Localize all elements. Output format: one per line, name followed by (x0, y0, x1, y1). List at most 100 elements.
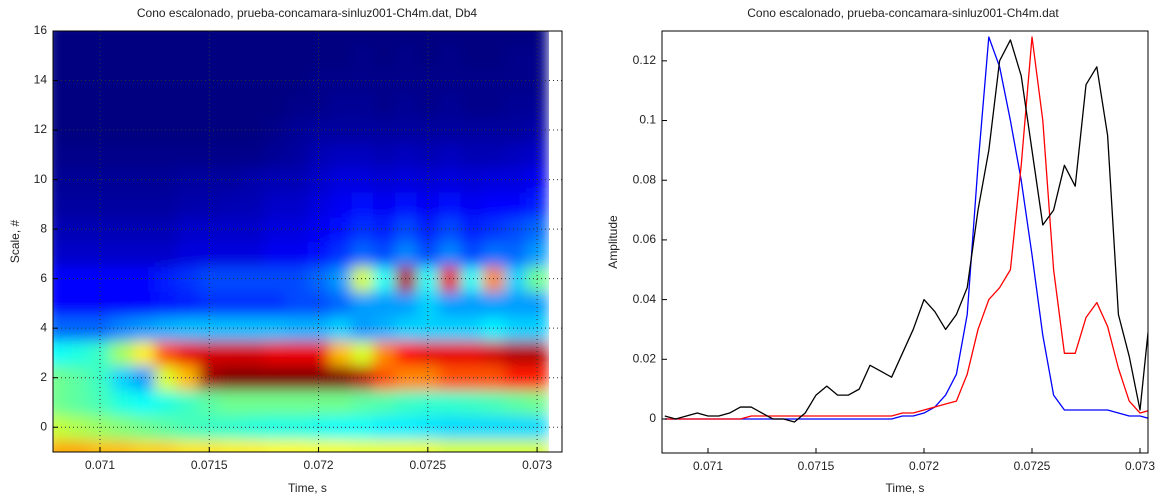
heatmap-cell (53, 68, 68, 94)
heatmap-cell (220, 390, 243, 416)
heatmap-cell (263, 216, 287, 243)
y-tick-label: 6 (40, 271, 47, 285)
heatmap-cell (110, 315, 134, 342)
series-line (664, 36, 1148, 420)
heatmap-cell (351, 43, 374, 69)
heatmap-cell (67, 117, 90, 144)
x-axis-label: Time, s (886, 481, 925, 495)
y-tick-label: 8 (40, 221, 47, 235)
heatmap-cell (329, 31, 352, 44)
heatmap-cell (67, 439, 90, 452)
heatmap-cell (416, 390, 440, 416)
heatmap-cell (220, 167, 243, 193)
heatmap-cell (67, 414, 90, 441)
heatmap-cell (154, 31, 178, 44)
x-tick-label: 0.072 (909, 459, 939, 473)
heatmap-cell (460, 390, 484, 416)
heatmap-cell (53, 241, 68, 267)
heatmap-cell (329, 142, 352, 168)
heatmap-cell (263, 241, 287, 267)
chart-title: Cono escalonado, prueba-concamara-sinluz… (137, 6, 478, 20)
heatmap-cell (154, 439, 178, 452)
heatmap-cell (329, 92, 352, 119)
heatmap-cell (89, 365, 112, 391)
heatmap-cell (89, 43, 112, 69)
heatmap-cell (198, 191, 221, 218)
heatmap-cell (220, 43, 243, 69)
heatmap-cell (395, 414, 418, 441)
heatmap-cell (329, 340, 352, 366)
y-tick-label: 12 (34, 122, 48, 136)
heatmap-cell (67, 266, 90, 292)
heatmap-cell (110, 241, 134, 267)
heatmap-cell (526, 92, 549, 119)
heatmap-cell (176, 241, 199, 267)
heatmap-cell (329, 390, 352, 416)
heatmap-cell (53, 340, 68, 366)
heatmap-cell (438, 191, 462, 218)
heatmap-cell (482, 340, 505, 366)
heatmap-cell (460, 92, 484, 119)
heatmap-cell (242, 142, 265, 168)
chart-title: Cono escalonado, prueba-concamara-sinluz… (747, 6, 1059, 20)
heatmap-cell (395, 167, 418, 193)
heatmap-cell (132, 365, 156, 391)
heatmap-cell (416, 216, 440, 243)
heatmap-cell (504, 31, 527, 44)
heatmap-cell (285, 414, 309, 441)
axes-frame (52, 30, 563, 453)
heatmap-cell (416, 43, 440, 69)
heatmap-cell (53, 266, 68, 292)
heatmap-cell (285, 365, 309, 391)
heatmap-cell (329, 167, 352, 193)
heatmap-cell (285, 142, 309, 168)
heatmap-cell (285, 340, 309, 366)
heatmap-cell (89, 191, 112, 218)
heatmap-cell (351, 68, 374, 94)
heatmap-cell (351, 414, 374, 441)
heatmap-cell (154, 291, 178, 317)
heatmap-cell (67, 92, 90, 119)
heatmap-cell (504, 191, 527, 218)
heatmap-cell (373, 340, 396, 366)
heatmap-cell (351, 291, 374, 317)
y-tick-label: 16 (34, 23, 48, 37)
heatmap-cell (504, 241, 527, 267)
heatmap-cell (132, 31, 156, 44)
heatmap-cell (416, 191, 440, 218)
heatmap-cell (373, 291, 396, 317)
heatmap-cell (53, 167, 68, 193)
heatmap-cell (263, 167, 287, 193)
heatmap-cell (132, 439, 156, 452)
heatmap-cell (504, 117, 527, 144)
heatmap-cell (416, 340, 440, 366)
y-tick-label: 0 (649, 411, 656, 425)
heatmap-cell (460, 142, 484, 168)
heatmap-cell (526, 340, 549, 366)
heatmap-cell (198, 241, 221, 267)
heatmap-cell (110, 191, 134, 218)
heatmap-cell (242, 439, 265, 452)
heatmap-cell (263, 43, 287, 69)
heatmap-cell (263, 390, 287, 416)
heatmap-cell (395, 291, 418, 317)
heatmap-cell (285, 315, 309, 342)
heatmap-cell (110, 266, 134, 292)
heatmap-cell (285, 167, 309, 193)
heatmap-cell (351, 142, 374, 168)
heatmap-cell (53, 92, 68, 119)
heatmap-cell (416, 31, 440, 44)
heatmap-cell (263, 291, 287, 317)
heatmap-cell (526, 390, 549, 416)
plot-area (664, 36, 1148, 423)
y-tick-label: 0.02 (633, 351, 657, 365)
heatmap-cell (220, 340, 243, 366)
heatmap-cell (263, 439, 287, 452)
heatmap-cell (307, 241, 331, 267)
heatmap-cell (263, 365, 287, 391)
series-line (664, 36, 1148, 420)
heatmap-cell (220, 241, 243, 267)
heatmap-cell (373, 390, 396, 416)
heatmap-cell (198, 43, 221, 69)
heatmap-cell (67, 31, 90, 44)
